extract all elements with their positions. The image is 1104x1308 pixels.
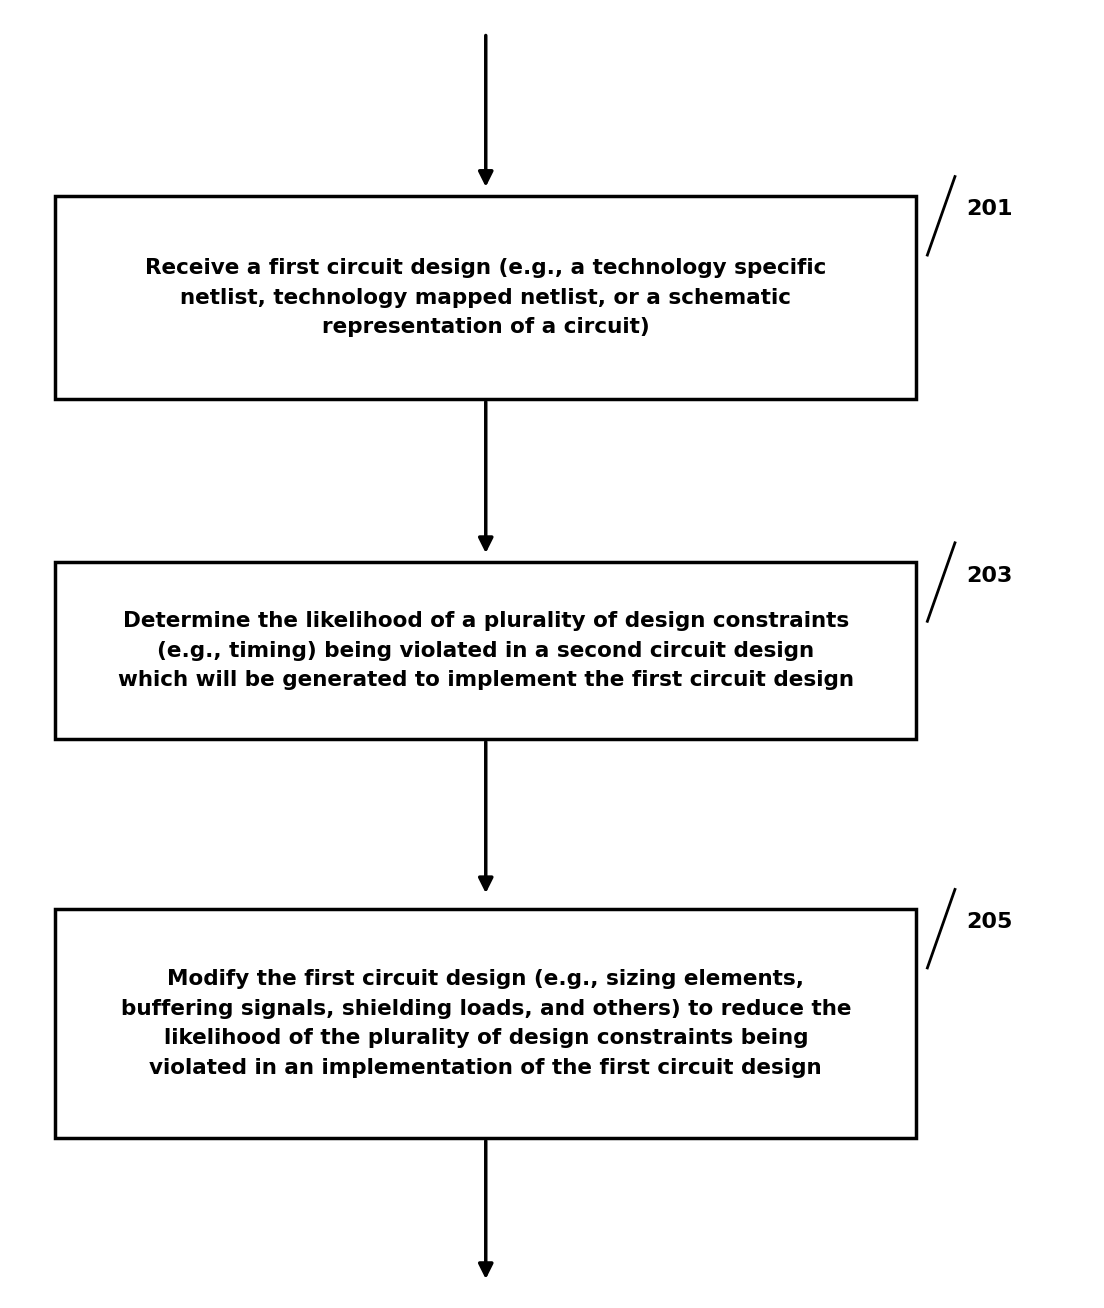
Bar xyxy=(55,196,916,399)
Text: 205: 205 xyxy=(966,912,1012,933)
Text: 201: 201 xyxy=(966,199,1012,220)
Text: Receive a first circuit design (e.g., a technology specific
netlist, technology : Receive a first circuit design (e.g., a … xyxy=(145,258,827,337)
Text: 203: 203 xyxy=(966,565,1012,586)
Bar xyxy=(55,562,916,739)
Text: Determine the likelihood of a plurality of design constraints
(e.g., timing) bei: Determine the likelihood of a plurality … xyxy=(118,611,853,691)
Bar xyxy=(55,909,916,1138)
Text: Modify the first circuit design (e.g., sizing elements,
buffering signals, shiel: Modify the first circuit design (e.g., s… xyxy=(120,969,851,1078)
